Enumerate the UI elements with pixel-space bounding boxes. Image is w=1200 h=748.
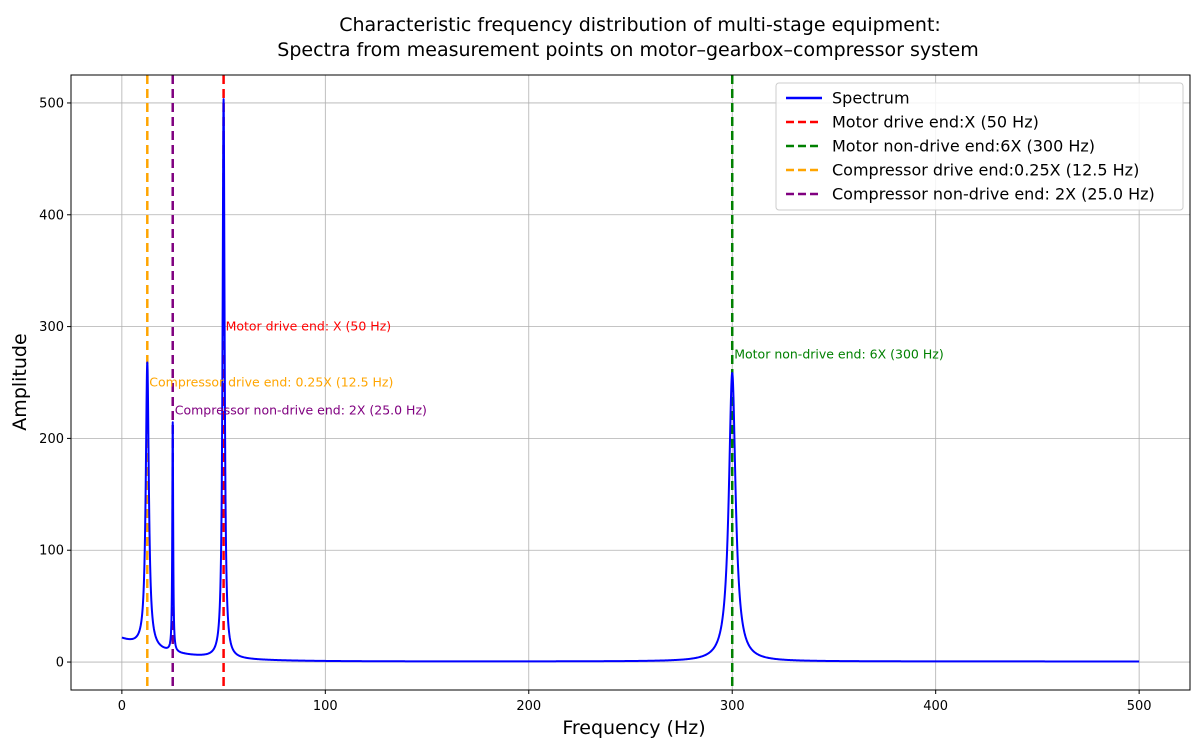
y-tick-label: 100 xyxy=(39,544,64,559)
annotations: Motor drive end: X (50 Hz) Motor non-driv… xyxy=(149,319,943,418)
legend-entry: Spectrum xyxy=(832,89,910,108)
legend-entry: Motor non-drive end:6X (300 Hz) xyxy=(832,137,1095,156)
x-tick-label: 300 xyxy=(720,699,745,714)
y-tick-label: 300 xyxy=(39,320,64,335)
spectrum-line xyxy=(121,98,1140,663)
y-axis-label: Amplitude xyxy=(9,333,31,430)
marker-annotation: Compressor non-drive end: 2X (25.0 Hz) xyxy=(175,402,427,417)
legend-box xyxy=(775,82,1184,211)
x-tick-label: 100 xyxy=(313,699,338,714)
axis-ticks: 0 100 200 300 400 500 0 100 200 300 400 500 xyxy=(39,96,1151,714)
marker-annotation: Motor non-drive end: 6X (300 Hz) xyxy=(734,347,943,362)
legend-entry: Motor drive end:X (50 Hz) xyxy=(832,113,1039,132)
x-axis-label: Frequency (Hz) xyxy=(562,717,705,739)
y-tick-label: 200 xyxy=(39,432,64,447)
y-tick-label: 0 xyxy=(56,656,64,671)
x-tick-label: 400 xyxy=(923,699,948,714)
legend-entry: Compressor non-drive end: 2X (25.0 Hz) xyxy=(832,185,1155,204)
x-tick-label: 500 xyxy=(1127,699,1152,714)
marker-annotation: Motor drive end: X (50 Hz) xyxy=(226,319,392,334)
x-tick-label: 0 xyxy=(118,699,126,714)
chart-title-line-1: Characteristic frequency distribution of… xyxy=(339,14,941,36)
series-layer xyxy=(121,98,1140,663)
chart-title-line-2: Spectra from measurement points on motor… xyxy=(277,39,978,61)
plot-frame xyxy=(70,74,1191,691)
marker-annotation: Compressor drive end: 0.25X (12.5 Hz) xyxy=(149,375,393,390)
y-tick-label: 400 xyxy=(39,208,64,223)
legend: Spectrum Motor drive end:X (50 Hz) Motor n… xyxy=(775,82,1184,211)
y-tick-label: 500 xyxy=(39,96,64,111)
x-tick-label: 200 xyxy=(516,699,541,714)
legend-entry: Compressor drive end:0.25X (12.5 Hz) xyxy=(832,161,1139,180)
